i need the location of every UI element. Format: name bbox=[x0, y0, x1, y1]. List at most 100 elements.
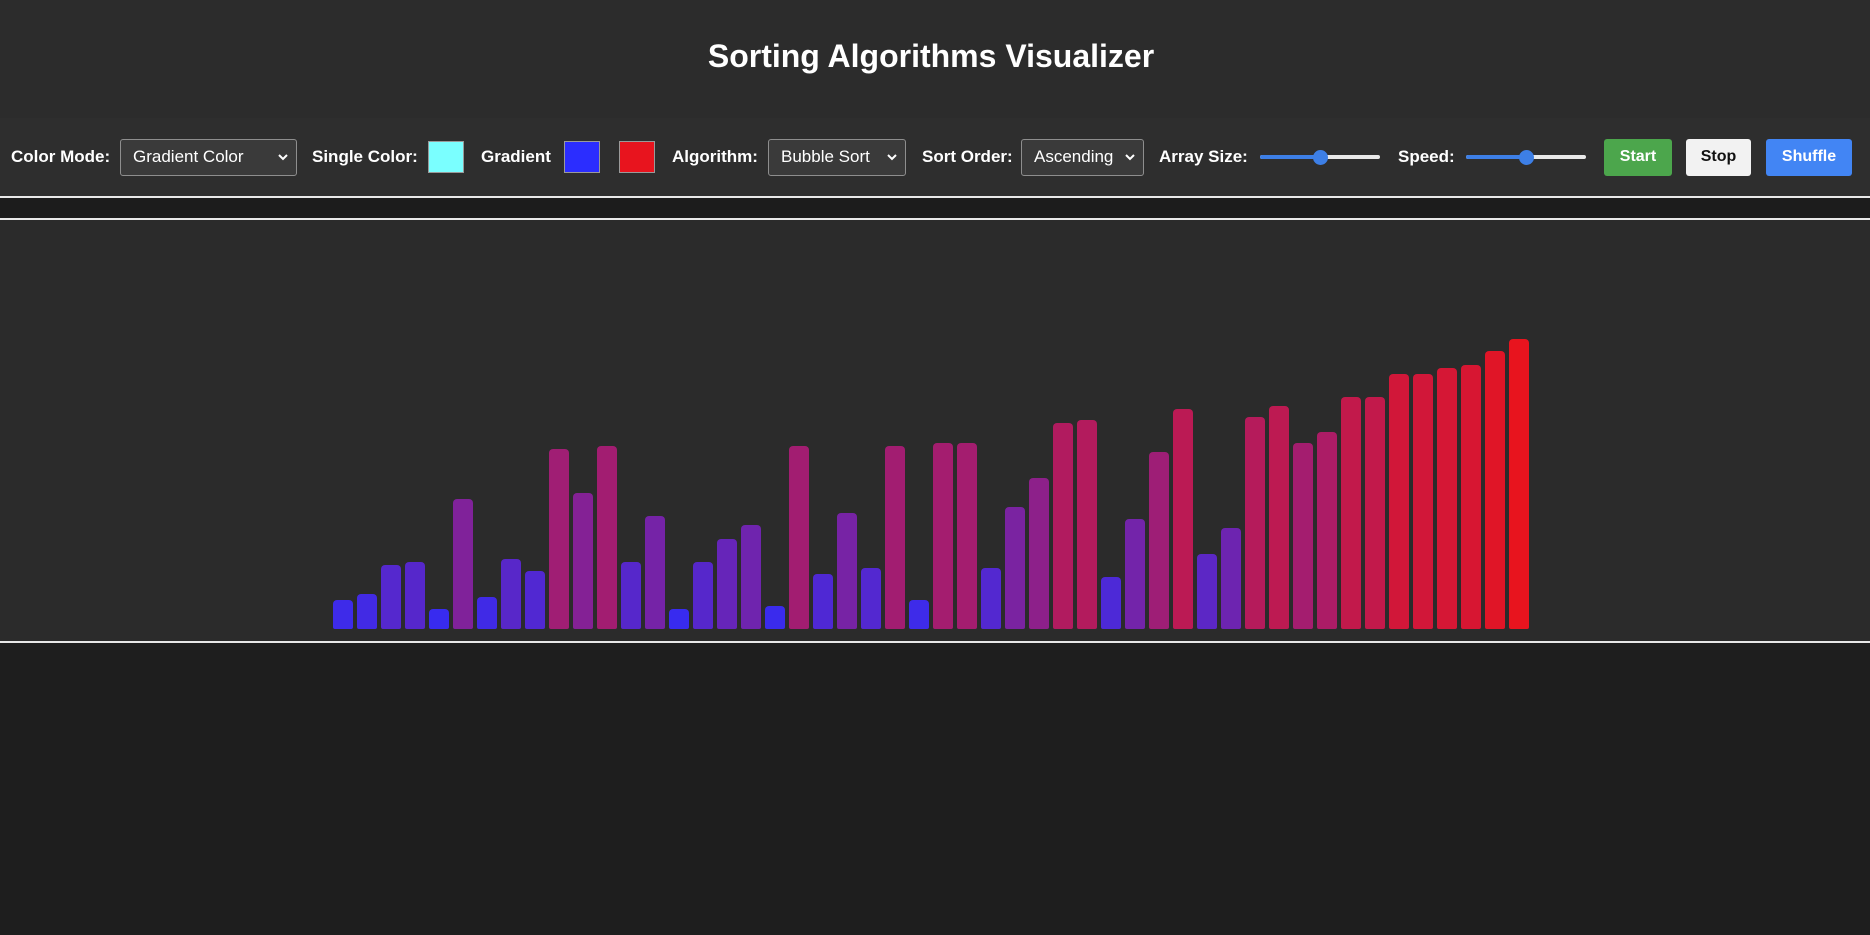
page-title: Sorting Algorithms Visualizer bbox=[707, 38, 1155, 74]
chevron-down-icon bbox=[887, 152, 897, 162]
shuffle-button-wrap: Shuffle bbox=[1766, 118, 1852, 196]
array-size-label: Array Size: bbox=[1159, 147, 1248, 166]
bar bbox=[669, 608, 689, 629]
bar bbox=[837, 513, 857, 629]
algorithm-select-wrap: Bubble Sort bbox=[768, 118, 906, 196]
bar bbox=[1029, 478, 1049, 629]
bar bbox=[1437, 368, 1457, 629]
shuffle-button[interactable]: Shuffle bbox=[1766, 138, 1852, 176]
bar bbox=[1389, 373, 1409, 629]
bar bbox=[453, 498, 473, 629]
bar bbox=[981, 568, 1001, 629]
single-color-swatch-wrap bbox=[428, 118, 464, 196]
algorithm-value: Bubble Sort bbox=[781, 147, 870, 166]
bar bbox=[1245, 417, 1265, 629]
bar bbox=[693, 562, 713, 629]
bar bbox=[813, 573, 833, 629]
speed-slider[interactable] bbox=[1466, 147, 1586, 167]
gradient-start-color-picker[interactable] bbox=[564, 141, 600, 173]
bar bbox=[765, 605, 785, 629]
sort-order-label: Sort Order: bbox=[922, 147, 1013, 166]
color-mode-value: Gradient Color bbox=[133, 147, 244, 166]
bar bbox=[741, 524, 761, 629]
bar bbox=[1221, 527, 1241, 629]
color-mode-select-wrap: Gradient Color bbox=[120, 118, 297, 196]
bar bbox=[1461, 365, 1481, 629]
bar bbox=[1293, 443, 1313, 629]
bars-chart-area bbox=[0, 220, 1870, 643]
header: Sorting Algorithms Visualizer bbox=[0, 0, 1870, 118]
color-mode-group: Color Mode: bbox=[11, 118, 110, 196]
sort-order-select[interactable]: Ascending bbox=[1021, 138, 1144, 176]
bar bbox=[357, 594, 377, 629]
bar bbox=[405, 562, 425, 629]
sort-order-value: Ascending bbox=[1034, 147, 1114, 166]
bar bbox=[1077, 420, 1097, 629]
algorithm-label: Algorithm: bbox=[672, 147, 758, 166]
bar bbox=[333, 600, 353, 629]
bar bbox=[1365, 397, 1385, 629]
gradient-start-wrap bbox=[564, 118, 600, 196]
array-size-group: Array Size: bbox=[1159, 118, 1248, 196]
color-mode-label: Color Mode: bbox=[11, 147, 111, 166]
start-button-wrap: Start bbox=[1604, 118, 1672, 196]
bar bbox=[1485, 350, 1505, 629]
single-color-label: Single Color: bbox=[312, 147, 418, 166]
controls-toolbar: Color Mode: Gradient Color Single Color:… bbox=[0, 118, 1870, 198]
bar bbox=[597, 446, 617, 629]
stop-button-wrap: Stop bbox=[1686, 118, 1751, 196]
speed-group: Speed: bbox=[1398, 118, 1455, 196]
single-color-group: Single Color: bbox=[312, 118, 418, 196]
gradient-group: Gradient bbox=[481, 118, 551, 196]
bar bbox=[789, 446, 809, 629]
bar bbox=[429, 608, 449, 629]
divider-strip bbox=[0, 198, 1870, 220]
sort-order-select-wrap: Ascending bbox=[1021, 118, 1144, 196]
bar bbox=[1173, 408, 1193, 629]
bar bbox=[1509, 339, 1529, 629]
algorithm-select[interactable]: Bubble Sort bbox=[768, 138, 906, 176]
speed-slider-wrap bbox=[1466, 118, 1586, 196]
slider-thumb[interactable] bbox=[1313, 150, 1328, 165]
bar bbox=[1413, 373, 1433, 629]
chevron-down-icon bbox=[278, 152, 288, 162]
sort-order-group: Sort Order: bbox=[922, 118, 1013, 196]
array-size-slider[interactable] bbox=[1260, 147, 1380, 167]
gradient-end-wrap bbox=[619, 118, 655, 196]
bar bbox=[909, 600, 929, 629]
gradient-label: Gradient bbox=[481, 147, 551, 166]
speed-label: Speed: bbox=[1398, 147, 1455, 166]
slider-fill bbox=[1466, 155, 1526, 159]
bar bbox=[933, 443, 953, 629]
bar bbox=[1149, 452, 1169, 629]
bar bbox=[885, 446, 905, 629]
bar bbox=[717, 539, 737, 629]
gradient-end-color-picker[interactable] bbox=[619, 141, 655, 173]
algorithm-group: Algorithm: bbox=[672, 118, 758, 196]
bar bbox=[1005, 507, 1025, 629]
bar bbox=[501, 559, 521, 629]
color-mode-select[interactable]: Gradient Color bbox=[120, 138, 297, 176]
bar bbox=[381, 565, 401, 629]
bar bbox=[549, 449, 569, 629]
bar bbox=[1053, 423, 1073, 629]
bar bbox=[1197, 553, 1217, 629]
bar bbox=[1317, 431, 1337, 629]
chevron-down-icon bbox=[1125, 152, 1135, 162]
stop-button[interactable]: Stop bbox=[1686, 138, 1751, 176]
slider-thumb[interactable] bbox=[1519, 150, 1534, 165]
bar bbox=[621, 562, 641, 629]
bar bbox=[957, 443, 977, 629]
bar bbox=[525, 571, 545, 629]
bar bbox=[1101, 576, 1121, 629]
bar bbox=[477, 597, 497, 629]
bar bbox=[1125, 518, 1145, 629]
start-button[interactable]: Start bbox=[1604, 138, 1672, 176]
bar bbox=[573, 492, 593, 629]
slider-fill bbox=[1260, 155, 1320, 159]
bar bbox=[861, 568, 881, 629]
bar bbox=[1269, 405, 1289, 629]
single-color-picker[interactable] bbox=[428, 141, 464, 173]
bar bbox=[645, 515, 665, 629]
bar bbox=[1341, 397, 1361, 629]
